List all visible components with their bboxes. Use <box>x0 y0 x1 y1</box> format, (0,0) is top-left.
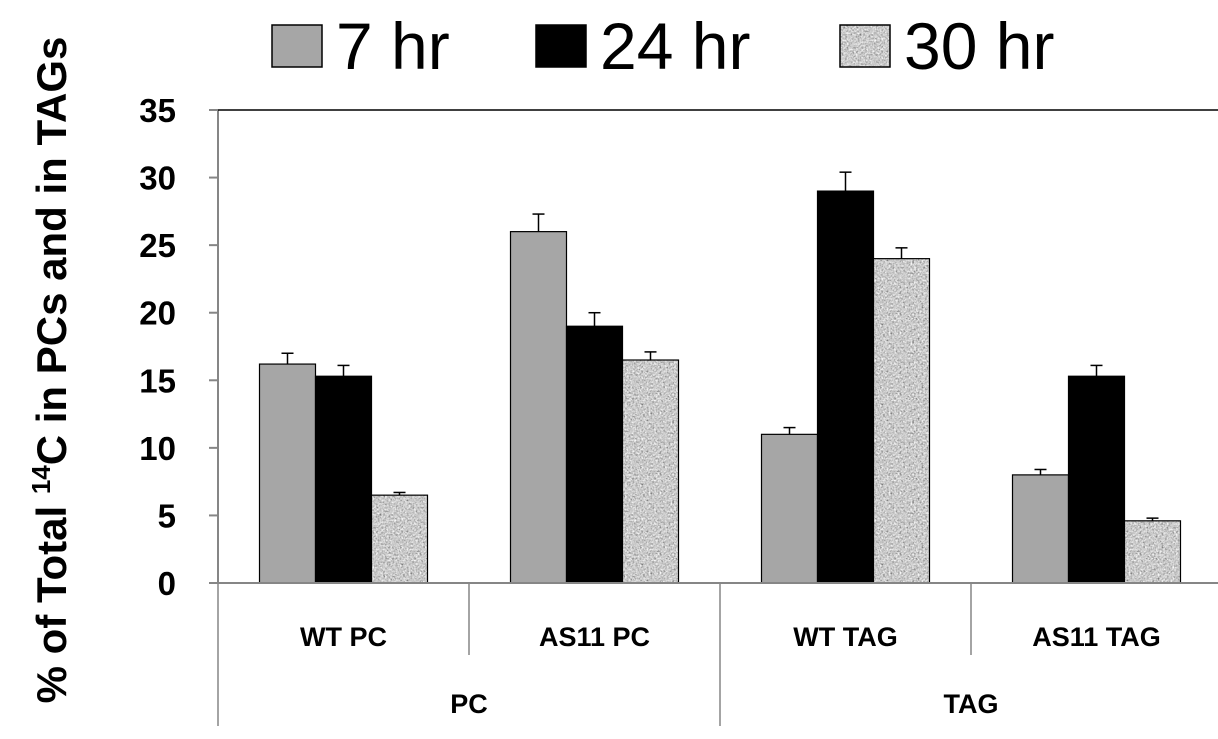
bar-7hr-as11-tag <box>1011 474 1070 584</box>
x-category-label: AS11 PC <box>539 622 650 652</box>
legend-swatch-30hr <box>839 24 891 68</box>
bar-7hr-wt-tag <box>760 433 819 584</box>
y-axis-title-superscript: 14 <box>26 465 56 494</box>
y-tick-label: 10 <box>139 430 176 467</box>
bar-30hr-wt-pc <box>370 494 429 584</box>
bar-24hr-as11-tag <box>1067 375 1126 584</box>
legend-swatch-7hr <box>271 24 323 68</box>
legend: 7 hr 24 hr 30 hr <box>271 9 1054 83</box>
bar-30hr-wt-tag <box>872 258 931 584</box>
legend-swatch-24hr <box>535 24 587 68</box>
x-group-label: TAG <box>944 689 999 719</box>
x-category-label: WT TAG <box>793 622 897 652</box>
x-category-label: AS11 TAG <box>1032 622 1161 652</box>
y-tick-label: 5 <box>158 497 176 534</box>
bar-30hr-as11-pc <box>621 359 680 584</box>
x-group-label: PC <box>450 689 488 719</box>
legend-label: 7 hr <box>336 9 450 83</box>
y-tick-label: 30 <box>139 160 176 197</box>
x-axis: WT PC AS11 PC WT TAG AS11 TAG PC TAG <box>217 582 1218 726</box>
bar-24hr-wt-tag <box>816 190 875 584</box>
y-tick-label: 20 <box>139 295 176 332</box>
y-axis-title-prefix: % of Total <box>28 494 75 703</box>
bar-24hr-as11-pc <box>565 325 624 584</box>
y-tick-label: 0 <box>158 565 176 602</box>
bars <box>258 190 1182 584</box>
y-tick-label: 15 <box>139 362 176 399</box>
error-bars <box>281 171 1159 521</box>
y-tick-label: 35 <box>139 92 176 129</box>
bar-7hr-as11-pc <box>509 231 568 584</box>
bar-24hr-wt-pc <box>314 375 373 584</box>
legend-label: 24 hr <box>600 9 750 83</box>
y-tick-label: 25 <box>139 227 176 264</box>
y-axis-title: % of Total 14C in PCs and in TAGs <box>26 37 75 704</box>
x-category-label: WT PC <box>300 622 387 652</box>
bar-30hr-as11-tag <box>1123 520 1182 584</box>
y-axis: 0 5 10 15 20 25 30 35 <box>139 92 1218 602</box>
bar-7hr-wt-pc <box>258 363 317 584</box>
legend-label: 30 hr <box>904 9 1054 83</box>
y-axis-title-suffix: C in PCs and in TAGs <box>28 37 75 466</box>
